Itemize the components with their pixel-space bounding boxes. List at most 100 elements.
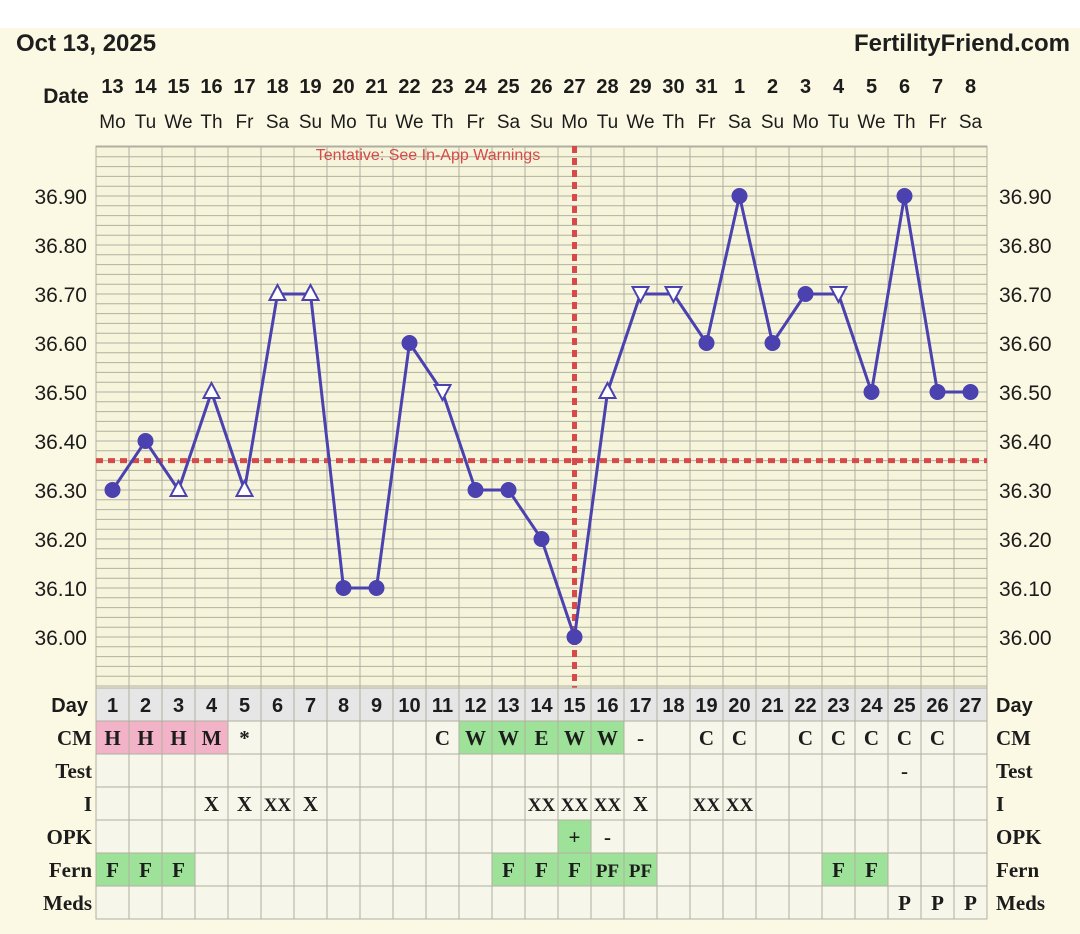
table-cell — [953, 852, 988, 887]
table-cell — [689, 753, 724, 788]
temp-point-circle — [401, 335, 418, 351]
table-cell-value: C — [435, 726, 450, 750]
table-cell — [95, 885, 130, 920]
y-tick-left: 36.50 — [34, 382, 87, 405]
table-cell — [755, 885, 790, 920]
y-tick-right: 36.80 — [999, 235, 1052, 258]
cycle-day-number: 27 — [959, 695, 981, 717]
table-cell — [359, 852, 394, 887]
table-cell — [788, 720, 823, 755]
cycle-day-number: 11 — [432, 695, 453, 717]
date-number: 30 — [662, 76, 684, 98]
date-number: 25 — [497, 76, 519, 98]
table-cell — [194, 786, 229, 821]
temp-point-triangle-up — [234, 478, 255, 497]
table-cell — [656, 753, 691, 788]
temp-point-circle — [962, 384, 979, 400]
table-cell — [953, 720, 988, 755]
weekday-label: Tu — [366, 112, 387, 133]
table-cell — [557, 753, 592, 788]
temp-point-circle — [929, 384, 946, 400]
table-cell — [458, 786, 493, 821]
day-cell — [128, 687, 163, 722]
cycle-day-number: 24 — [860, 695, 883, 717]
table-cell — [359, 720, 394, 755]
temp-point-circle — [335, 580, 352, 596]
table-cell-value: * — [239, 726, 250, 750]
table-cell — [392, 720, 427, 755]
table-cell-value: H — [137, 726, 153, 750]
table-cell — [887, 819, 922, 854]
table-cell — [623, 819, 658, 854]
date-number: 2 — [767, 76, 778, 98]
table-cell — [755, 753, 790, 788]
table-cell — [293, 753, 328, 788]
date-number: 14 — [134, 76, 157, 98]
table-cell — [887, 852, 922, 887]
table-cell — [128, 753, 163, 788]
table-cell — [326, 852, 361, 887]
temp-point-circle — [533, 531, 550, 547]
table-cell — [689, 819, 724, 854]
current-date: Oct 13, 2025 — [16, 30, 157, 57]
table-cell — [623, 753, 658, 788]
table-cell — [227, 819, 262, 854]
day-cell — [590, 687, 625, 722]
temp-point-triangle-up — [267, 282, 288, 301]
cycle-day-number: 7 — [305, 695, 316, 717]
table-cell — [194, 819, 229, 854]
table-cell — [95, 819, 130, 854]
date-number: 6 — [899, 76, 910, 98]
day-cell — [326, 687, 361, 722]
day-cell — [392, 687, 427, 722]
table-cell — [524, 819, 559, 854]
temp-point-circle — [698, 335, 715, 351]
day-cell — [194, 687, 229, 722]
table-cell — [227, 852, 262, 887]
weekday-label: We — [857, 112, 885, 133]
temp-point-circle — [137, 433, 154, 449]
table-cell-value: W — [597, 726, 618, 750]
table-cell — [425, 819, 460, 854]
table-cell-value: PF — [596, 861, 619, 882]
table-cell — [326, 885, 361, 920]
table-cell — [95, 786, 130, 821]
day-cell — [821, 687, 856, 722]
table-cell — [689, 786, 724, 821]
table-cell — [821, 753, 856, 788]
table-cell — [524, 753, 559, 788]
row-label-left: OPK — [47, 825, 93, 849]
table-cell — [821, 819, 856, 854]
y-tick-right: 36.20 — [999, 529, 1052, 552]
table-cell — [788, 885, 823, 920]
row-label-right: I — [996, 792, 1004, 816]
cycle-day-number: 25 — [893, 695, 915, 717]
table-cell — [260, 852, 295, 887]
table-cell — [920, 852, 955, 887]
row-label-right: OPK — [996, 825, 1042, 849]
date-number: 19 — [299, 76, 321, 98]
y-tick-right: 36.90 — [999, 186, 1052, 209]
date-number: 23 — [431, 76, 453, 98]
table-cell — [293, 819, 328, 854]
table-cell — [491, 753, 526, 788]
cycle-day-number: 4 — [206, 695, 218, 717]
weekday-label: Sa — [266, 112, 290, 133]
table-cell-value: C — [864, 726, 879, 750]
table-cell — [557, 819, 592, 854]
table-cell — [359, 786, 394, 821]
day-cell — [425, 687, 460, 722]
cycle-day-number: 14 — [530, 695, 553, 717]
cycle-day-number: 19 — [695, 695, 717, 717]
table-cell — [524, 852, 559, 887]
tentative-warning: Tentative: See In-App Warnings — [316, 147, 540, 164]
table-cell — [227, 885, 262, 920]
weekday-label: Th — [200, 112, 222, 133]
table-cell — [326, 720, 361, 755]
y-tick-right: 36.50 — [999, 382, 1052, 405]
table-cell — [260, 753, 295, 788]
table-cell — [293, 885, 328, 920]
table-cell — [326, 786, 361, 821]
table-cell — [887, 720, 922, 755]
table-cell — [227, 753, 262, 788]
